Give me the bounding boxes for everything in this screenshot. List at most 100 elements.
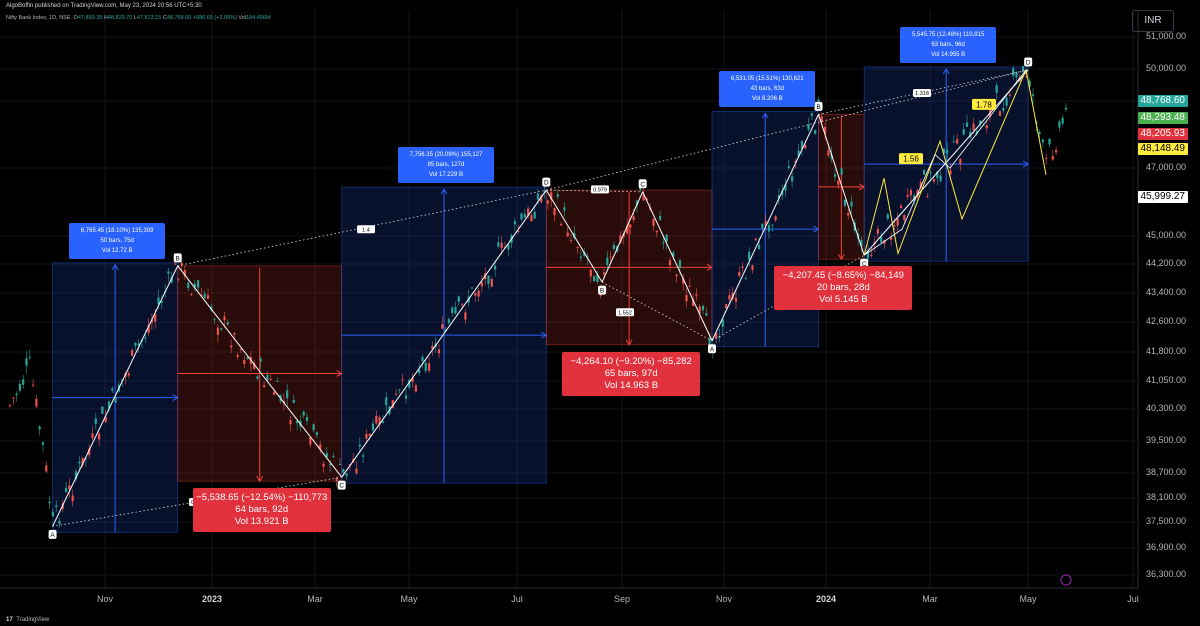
candle-body	[751, 265, 753, 270]
ohlc-high: 48,829.70	[108, 15, 132, 21]
candle-body	[25, 358, 27, 365]
candle-body	[761, 224, 763, 229]
candle-body	[1002, 108, 1004, 111]
candle-body	[530, 215, 532, 221]
lightning-icon[interactable]	[1061, 575, 1071, 585]
ratio-label: 1.552	[618, 310, 632, 316]
candle-body	[847, 213, 849, 216]
ohlc-low: 47,873.15	[137, 15, 161, 21]
candle-body	[45, 465, 47, 471]
price-tag: 48,293.48	[1138, 112, 1189, 124]
price-axis-label: 47,000.00	[1146, 162, 1186, 172]
candle-body	[451, 308, 453, 313]
candle-body	[487, 276, 489, 284]
candle-body	[702, 306, 704, 310]
candle-body	[65, 488, 67, 492]
candle-body	[385, 397, 387, 405]
candle-body	[930, 172, 932, 173]
candle-body	[263, 385, 265, 387]
candle-body	[926, 196, 928, 197]
candle-body	[16, 394, 18, 395]
candle-body	[893, 225, 895, 226]
candle-body	[448, 319, 450, 323]
candle-body	[395, 394, 397, 395]
candle-body	[55, 506, 57, 507]
candle-body	[656, 231, 658, 233]
candle-body	[22, 379, 24, 384]
candle-body	[758, 245, 760, 249]
candle-body	[464, 312, 466, 319]
candle-body	[270, 379, 272, 380]
price-axis-label: 38,100.00	[1146, 492, 1186, 502]
stat-line: 6,765.45 (18.10%) 135,309	[71, 226, 163, 236]
candle-body	[811, 113, 813, 116]
stat-line: Vol 12.72 B	[71, 246, 163, 256]
price-axis-label: 43,400.00	[1146, 287, 1186, 297]
candle-body	[705, 313, 707, 316]
candle-body	[1015, 73, 1017, 77]
candle-body	[461, 304, 463, 305]
candle-body	[91, 433, 93, 438]
candle-body	[610, 256, 612, 257]
candle-body	[748, 252, 750, 260]
candle-body	[887, 214, 889, 218]
candle-body	[946, 150, 948, 154]
stat-line: 64 bars, 92d	[195, 504, 329, 516]
candle-body	[537, 193, 539, 199]
candle-body	[217, 328, 219, 335]
candle-body	[289, 420, 291, 424]
candle-body	[35, 399, 37, 407]
price-tag: 45,999.27	[1138, 191, 1189, 203]
candle-body	[359, 445, 361, 447]
candle-body	[303, 411, 305, 415]
candle-body	[207, 295, 209, 299]
price-axis-label: 41,050.00	[1146, 375, 1186, 385]
candle-body	[329, 464, 331, 465]
swing-point-label: A	[710, 346, 715, 353]
candle-body	[402, 379, 404, 380]
candle-body	[362, 455, 364, 456]
candle-body	[421, 357, 423, 361]
candle-body	[369, 434, 371, 436]
price-axis-label: 45,000.00	[1146, 230, 1186, 240]
candle-body	[49, 502, 51, 504]
candle-body	[590, 270, 592, 277]
candle-body	[956, 139, 958, 143]
ratio-label: 0.979	[593, 188, 607, 194]
currency-button[interactable]: INR	[1132, 10, 1174, 32]
time-axis-label: Jul	[511, 594, 523, 604]
candle-body	[382, 421, 384, 423]
candle-body	[768, 225, 770, 231]
candle-body	[355, 469, 357, 474]
candle-body	[174, 264, 176, 265]
candle-body	[547, 200, 549, 203]
candle-body	[98, 434, 100, 440]
candle-body	[877, 229, 879, 234]
candle-body	[666, 235, 668, 242]
time-axis-label: Nov	[716, 594, 732, 604]
candle-body	[933, 179, 935, 182]
loss-stat-label: −5,538.65 (−12.54%) −110,773 64 bars, 92d…	[193, 488, 331, 532]
candle-body	[662, 242, 664, 243]
candle-body	[659, 216, 661, 220]
candle-body	[771, 225, 773, 226]
candle-body	[365, 434, 367, 439]
stat-line: Vol 8.206 B	[721, 94, 813, 104]
candle-body	[844, 200, 846, 206]
candle-body	[606, 258, 608, 265]
candle-body	[497, 242, 499, 247]
tradingview-footer: 17 TradingView	[6, 617, 49, 623]
price-tag: 48,148.49	[1138, 143, 1189, 155]
candle-body	[332, 456, 334, 457]
candle-body	[39, 426, 41, 429]
candle-body	[738, 272, 740, 276]
candle-body	[230, 346, 232, 348]
candle-body	[52, 512, 54, 516]
price-axis-label: 41,800.00	[1146, 346, 1186, 356]
candle-body	[728, 295, 730, 299]
candle-body	[293, 400, 295, 403]
price-axis-label: 44,200.00	[1146, 258, 1186, 268]
candle-body	[903, 215, 905, 220]
candle-body	[1009, 95, 1011, 96]
